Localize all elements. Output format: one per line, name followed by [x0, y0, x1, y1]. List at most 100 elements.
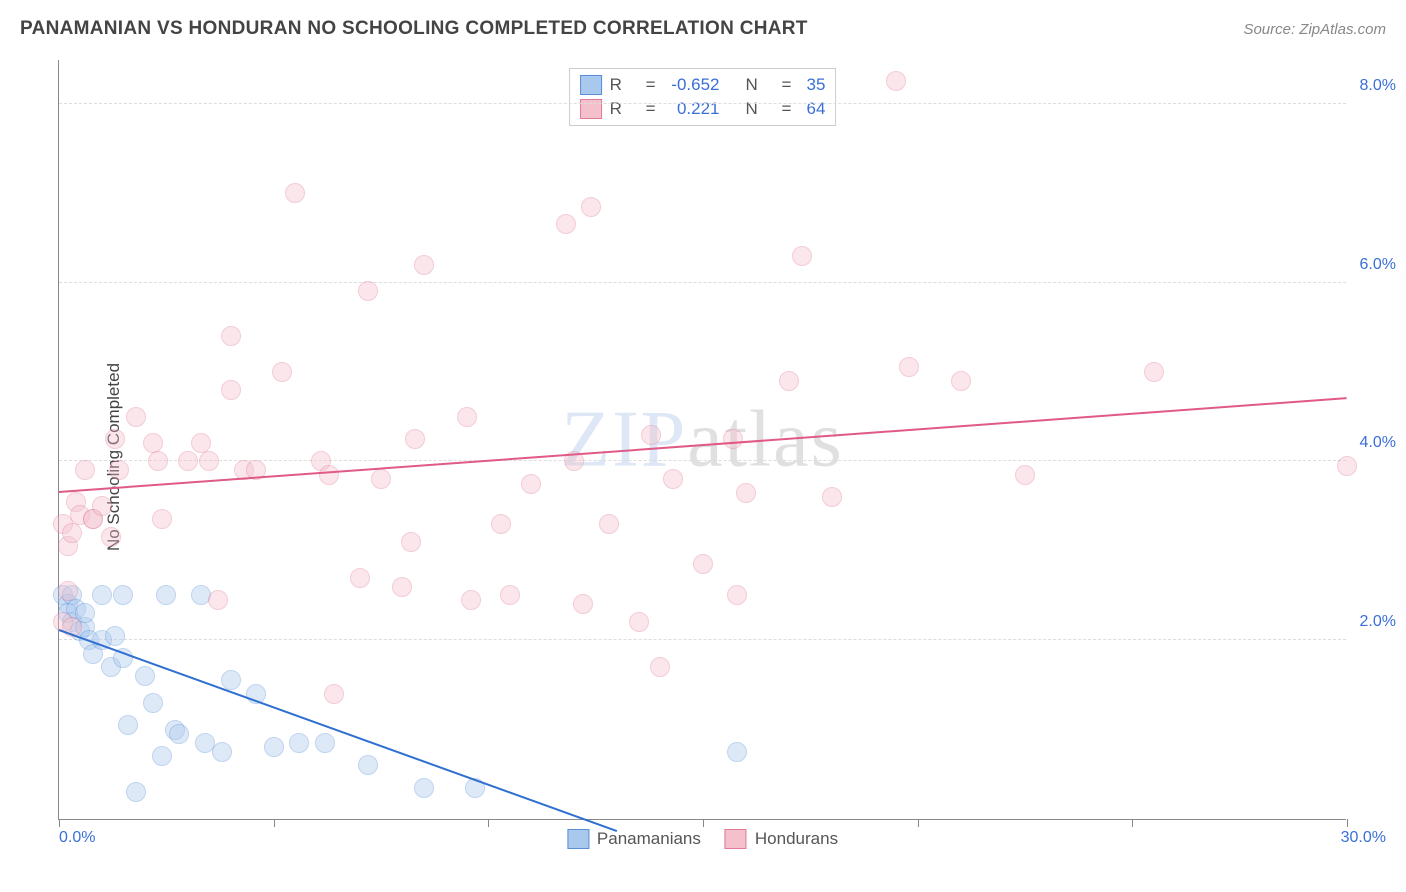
trend-line [59, 629, 618, 832]
data-point [392, 577, 412, 597]
data-point [727, 742, 747, 762]
data-point [118, 715, 138, 735]
data-point [693, 554, 713, 574]
data-point [405, 429, 425, 449]
data-point [221, 326, 241, 346]
data-point [156, 585, 176, 605]
data-point [143, 433, 163, 453]
legend-swatch [580, 75, 602, 95]
data-point [461, 590, 481, 610]
stat-n-value: 35 [799, 75, 825, 95]
data-point [500, 585, 520, 605]
data-point [126, 407, 146, 427]
data-point [75, 460, 95, 480]
data-point [581, 197, 601, 217]
data-point [105, 429, 125, 449]
legend-item: Panamanians [567, 829, 701, 849]
watermark: ZIPatlas [561, 394, 844, 485]
data-point [401, 532, 421, 552]
data-point [148, 451, 168, 471]
data-point [324, 684, 344, 704]
data-point [143, 693, 163, 713]
data-point [101, 527, 121, 547]
data-point [92, 585, 112, 605]
data-point [822, 487, 842, 507]
data-point [899, 357, 919, 377]
equals-sign: = [782, 75, 792, 95]
data-point [358, 281, 378, 301]
y-axis-tick-label: 6.0% [1360, 256, 1396, 274]
trend-line [59, 397, 1347, 493]
data-point [135, 666, 155, 686]
data-point [573, 594, 593, 614]
data-point [727, 585, 747, 605]
data-point [736, 483, 756, 503]
data-point [221, 380, 241, 400]
x-axis-max-label: 30.0% [1341, 829, 1386, 847]
data-point [272, 362, 292, 382]
data-point [358, 755, 378, 775]
data-point [169, 724, 189, 744]
x-axis-tick [918, 819, 919, 827]
y-axis-tick-label: 4.0% [1360, 434, 1396, 452]
data-point [152, 746, 172, 766]
chart-container: No Schooling Completed ZIPatlas R=-0.652… [50, 52, 1390, 862]
stat-r-value: -0.652 [664, 75, 720, 95]
gridline [59, 103, 1346, 104]
data-point [414, 255, 434, 275]
data-point [457, 407, 477, 427]
x-axis-min-label: 0.0% [59, 829, 95, 847]
data-point [629, 612, 649, 632]
data-point [264, 737, 284, 757]
data-point [212, 742, 232, 762]
data-point [599, 514, 619, 534]
legend-label: Hondurans [755, 829, 838, 849]
data-point [792, 246, 812, 266]
legend-label: Panamanians [597, 829, 701, 849]
data-point [58, 581, 78, 601]
legend-item: Hondurans [725, 829, 838, 849]
data-point [951, 371, 971, 391]
plot-area: ZIPatlas R=-0.652N=35R=0.221N=64 0.0% 30… [58, 60, 1346, 820]
data-point [371, 469, 391, 489]
stats-legend-box: R = -0.652 N = 35R=0.221N=64 [569, 68, 837, 126]
data-point [289, 733, 309, 753]
stats-row: R = -0.652 N = 35 [580, 73, 826, 97]
data-point [315, 733, 335, 753]
data-point [109, 460, 129, 480]
data-point [663, 469, 683, 489]
x-axis-tick [703, 819, 704, 827]
data-point [1015, 465, 1035, 485]
data-point [62, 523, 82, 543]
gridline [59, 282, 1346, 283]
data-point [319, 465, 339, 485]
legend-swatch [567, 829, 589, 849]
data-point [350, 568, 370, 588]
data-point [491, 514, 511, 534]
data-point [152, 509, 172, 529]
data-point [414, 778, 434, 798]
data-point [886, 71, 906, 91]
data-point [723, 429, 743, 449]
data-point [650, 657, 670, 677]
x-axis-tick [488, 819, 489, 827]
gridline [59, 639, 1346, 640]
data-point [779, 371, 799, 391]
data-point [1144, 362, 1164, 382]
equals-sign: = [646, 75, 656, 95]
series-legend: Panamanians Hondurans [567, 829, 838, 849]
y-axis-tick-label: 2.0% [1360, 613, 1396, 631]
data-point [126, 782, 146, 802]
x-axis-tick [1347, 819, 1348, 827]
legend-swatch [725, 829, 747, 849]
data-point [199, 451, 219, 471]
data-point [208, 590, 228, 610]
stats-row: R=0.221N=64 [580, 97, 826, 121]
stat-r-label: R [610, 75, 638, 95]
stat-n-label: N [746, 75, 774, 95]
data-point [113, 585, 133, 605]
chart-title: PANAMANIAN VS HONDURAN NO SCHOOLING COMP… [20, 18, 808, 40]
x-axis-tick [1132, 819, 1133, 827]
source-credit: Source: ZipAtlas.com [1243, 21, 1386, 38]
data-point [92, 496, 112, 516]
